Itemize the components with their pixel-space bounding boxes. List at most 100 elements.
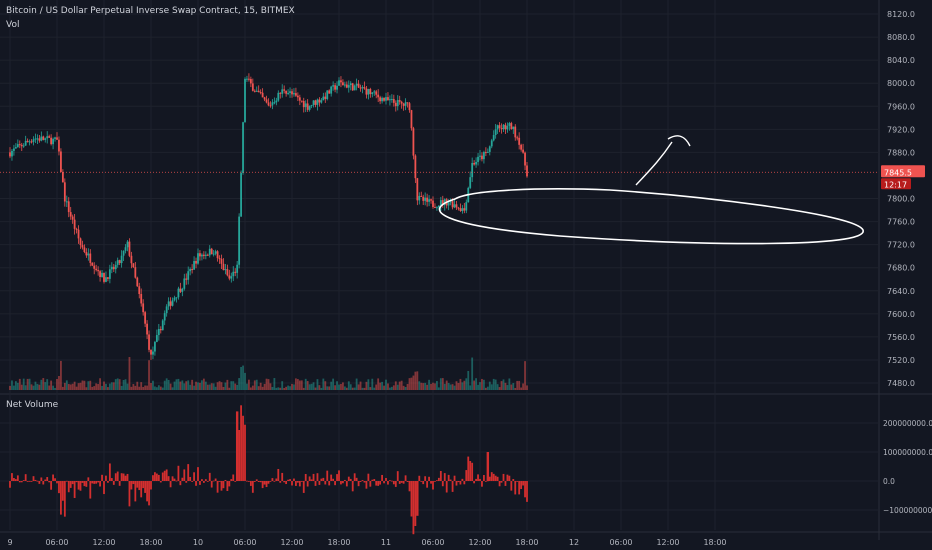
candle xyxy=(240,172,242,217)
volume-bar xyxy=(422,383,425,390)
net-volume-bar xyxy=(367,473,370,481)
volume-bar xyxy=(500,381,503,390)
candle xyxy=(103,272,105,282)
candle xyxy=(183,278,186,289)
volume-bar xyxy=(89,380,92,390)
candle xyxy=(496,125,499,130)
volume-bar xyxy=(512,383,515,390)
net-volume-bar xyxy=(48,481,51,483)
volume-bar xyxy=(234,383,237,390)
net-volume-bar xyxy=(54,478,56,481)
candle xyxy=(246,78,248,80)
net-volume-bar xyxy=(73,481,76,498)
net-volume-bar xyxy=(267,481,270,484)
net-volume-bar xyxy=(410,481,413,517)
volume-bar xyxy=(30,384,33,390)
candle xyxy=(447,202,450,206)
volume-bar xyxy=(381,381,383,390)
net-volume-bar xyxy=(310,479,313,481)
candle xyxy=(142,303,145,313)
candle xyxy=(300,100,303,102)
volume-bar xyxy=(271,386,274,390)
net-volume-bar xyxy=(187,464,190,481)
net-volume-bar xyxy=(385,477,387,481)
net-volume-bar xyxy=(20,481,23,483)
candle xyxy=(428,199,430,202)
candle xyxy=(500,128,503,130)
candle xyxy=(177,288,180,298)
candle xyxy=(126,241,129,248)
candle xyxy=(441,200,444,205)
candle xyxy=(244,78,246,123)
volume-bar xyxy=(216,382,219,390)
net-volume-bar xyxy=(11,473,13,481)
net-volume-bar xyxy=(455,481,458,486)
volume-bar xyxy=(85,387,88,390)
volume-bar xyxy=(289,386,291,390)
volume-bar xyxy=(79,382,82,390)
net-volume-bar xyxy=(171,476,174,481)
net-volume-bar xyxy=(488,476,491,481)
volume-bar xyxy=(138,386,141,390)
net-volume-bar xyxy=(269,481,272,482)
net-volume-bar xyxy=(206,481,209,482)
price-tick-label: 7520.0 xyxy=(887,356,915,365)
volume-bar xyxy=(502,379,505,390)
volume-bar xyxy=(24,385,27,390)
net-volume-bar xyxy=(103,481,105,495)
volume-bar xyxy=(187,380,190,390)
candle xyxy=(193,260,195,270)
candle xyxy=(14,147,17,149)
net-volume-bar xyxy=(28,480,31,482)
net-volume-tick-label: 200000000.0 xyxy=(883,419,932,428)
net-volume-bar xyxy=(275,478,278,481)
candle xyxy=(175,297,178,299)
net-volume-bar xyxy=(430,481,432,484)
volume-bar xyxy=(412,375,415,390)
candle xyxy=(67,201,70,213)
candle xyxy=(77,229,80,239)
net-volume-bar xyxy=(426,481,429,488)
volume-bar xyxy=(36,384,39,390)
candle xyxy=(336,85,338,90)
candle xyxy=(144,312,147,324)
candle xyxy=(265,99,268,103)
candle xyxy=(524,152,526,166)
candle xyxy=(114,264,117,270)
net-volume-bar xyxy=(89,481,92,499)
volume-bar xyxy=(87,381,90,390)
candle xyxy=(58,139,60,152)
net-volume-bar xyxy=(191,481,194,482)
net-volume-bar xyxy=(195,481,197,486)
candle xyxy=(406,102,409,104)
volume-bar xyxy=(73,381,76,390)
volume-bar xyxy=(359,381,362,390)
net-volume-bar xyxy=(414,481,417,526)
candle xyxy=(326,90,329,99)
net-volume-bar xyxy=(408,481,411,492)
volume-bar xyxy=(304,378,307,390)
volume-bar xyxy=(9,385,11,390)
volume-bar xyxy=(112,382,115,390)
candle xyxy=(75,228,78,230)
candle xyxy=(95,268,98,271)
candle xyxy=(38,138,41,141)
candle xyxy=(351,83,354,91)
net-volume-bar xyxy=(105,475,107,481)
volume-bar xyxy=(214,386,217,390)
candle xyxy=(342,82,344,86)
net-volume-bar xyxy=(257,481,260,482)
candle xyxy=(50,137,53,145)
candle xyxy=(488,146,491,152)
candle xyxy=(420,195,423,197)
price-tick-label: 7600.0 xyxy=(887,310,915,319)
volume-bar xyxy=(161,387,164,390)
volume-bar xyxy=(334,385,336,390)
time-tick-label: 06:00 xyxy=(45,538,68,547)
candle xyxy=(189,269,192,272)
candle xyxy=(101,272,103,277)
candle xyxy=(257,90,260,93)
net-volume-bar xyxy=(263,481,266,485)
net-volume-bar xyxy=(379,481,382,485)
